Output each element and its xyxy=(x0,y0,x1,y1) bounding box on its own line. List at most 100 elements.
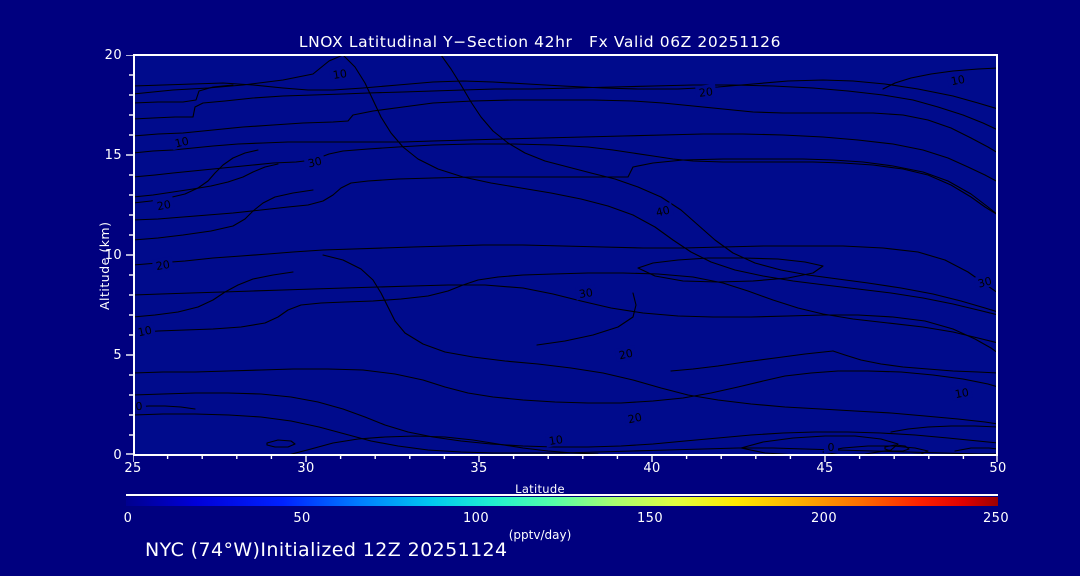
contour-label: 10 xyxy=(133,322,156,340)
svg-text:10: 10 xyxy=(548,433,564,448)
contour-labels-group: 10 20 10 10 30 20 40 20 30 30 10 20 10 0… xyxy=(133,65,996,454)
svg-text:30: 30 xyxy=(976,274,993,290)
y-tick-label-10: 10 xyxy=(104,248,122,263)
svg-text:20: 20 xyxy=(156,198,172,213)
contour-path xyxy=(890,425,998,433)
x-tick-label-25: 25 xyxy=(124,461,142,476)
contour-label: 40 xyxy=(651,201,674,220)
y-tick-label-20: 20 xyxy=(104,48,122,63)
contour-path xyxy=(440,55,998,313)
colorbar-units-label: (pptv/day) xyxy=(508,528,572,542)
contour-path xyxy=(266,439,296,448)
contour-path xyxy=(133,143,998,216)
contour-path xyxy=(536,292,637,346)
x-tick-label-30: 30 xyxy=(297,461,315,476)
contour-lines: 10 20 10 10 30 20 40 20 30 30 10 20 10 0… xyxy=(133,55,998,455)
x-axis-ticks xyxy=(133,455,998,462)
footer-caption: NYC (74°W)Initialized 12Z 20251124 xyxy=(145,539,508,561)
contour-path xyxy=(133,79,998,110)
contour-path xyxy=(133,368,998,404)
contour-path xyxy=(133,189,314,241)
contour-label: 30 xyxy=(303,152,326,171)
contour-label: 10 xyxy=(950,384,973,401)
contour-path xyxy=(133,99,998,154)
contour-label: 30 xyxy=(973,272,996,291)
contour-label: 20 xyxy=(151,256,174,273)
contour-path xyxy=(133,133,998,183)
svg-text:20: 20 xyxy=(627,411,643,427)
plot-area: 10 20 10 10 30 20 40 20 30 30 10 20 10 0… xyxy=(126,54,998,462)
contour-path xyxy=(740,435,899,455)
contour-label: 20 xyxy=(152,196,175,213)
colorbar-top-rule xyxy=(126,494,998,496)
colorbar-tick-250: 250 xyxy=(982,511,1009,526)
x-tick-label-40: 40 xyxy=(643,461,661,476)
contour-path xyxy=(133,244,998,294)
contour-path xyxy=(322,254,998,425)
svg-text:10: 10 xyxy=(954,386,970,401)
contour-path xyxy=(133,413,998,455)
svg-text:20: 20 xyxy=(698,85,713,100)
contour-path xyxy=(133,55,344,95)
svg-text:10: 10 xyxy=(137,324,153,340)
contour-path xyxy=(822,445,929,455)
contour-label: 20 xyxy=(623,409,646,427)
svg-text:20: 20 xyxy=(155,258,171,273)
contour-label: 20 xyxy=(695,83,717,100)
colorbar-tick-200: 200 xyxy=(810,511,837,526)
svg-text:10: 10 xyxy=(332,67,348,82)
svg-text:30: 30 xyxy=(578,286,594,301)
svg-text:20: 20 xyxy=(618,347,634,363)
contour-label: 0 xyxy=(133,398,147,413)
colorbar-tick-150: 150 xyxy=(636,511,663,526)
svg-text:30: 30 xyxy=(307,155,324,171)
contour-path xyxy=(133,163,279,198)
contour-path xyxy=(133,84,998,131)
y-axis-ticks xyxy=(126,55,133,455)
contour-path xyxy=(954,447,998,452)
svg-text:10: 10 xyxy=(174,135,191,151)
colorbar-tick-100: 100 xyxy=(462,511,489,526)
y-axis-title: Altitude (km) xyxy=(97,221,112,311)
x-axis-title: Latitude xyxy=(515,482,565,496)
colorbar xyxy=(126,497,998,506)
contour-path xyxy=(884,444,910,452)
contour-path xyxy=(637,257,824,283)
contour-label: 30 xyxy=(574,284,597,301)
contour-path xyxy=(832,350,998,374)
y-tick-label-5: 5 xyxy=(113,348,122,363)
colorbar-tick-0: 0 xyxy=(123,511,133,526)
contour-label: 10 xyxy=(544,431,567,448)
chart-title: LNOX Latitudinal Y−Section 42hr Fx Valid… xyxy=(298,33,782,51)
plot-frame-left xyxy=(133,55,135,455)
contour-path xyxy=(133,271,294,318)
contour-path xyxy=(287,435,599,455)
contour-label: 20 xyxy=(614,345,637,363)
plot-frame-right xyxy=(996,55,998,455)
contour-path xyxy=(133,272,998,344)
x-tick-label-35: 35 xyxy=(470,461,488,476)
y-tick-label-15: 15 xyxy=(104,148,122,163)
plot-background xyxy=(133,55,998,455)
contour-path xyxy=(133,158,998,221)
x-tick-label-45: 45 xyxy=(816,461,834,476)
svg-text:0: 0 xyxy=(135,400,143,413)
contour-label: 0 xyxy=(824,440,838,454)
contour-path xyxy=(342,55,998,316)
contour-path xyxy=(670,350,834,372)
contour-path xyxy=(133,392,998,448)
svg-text:40: 40 xyxy=(655,204,672,220)
svg-text:10: 10 xyxy=(950,73,966,88)
colorbar-tick-50: 50 xyxy=(293,511,311,526)
svg-text:0: 0 xyxy=(828,441,835,454)
contour-label: 10 xyxy=(946,71,969,88)
contour-path xyxy=(882,67,998,90)
contour-label: 10 xyxy=(328,65,351,82)
contour-label: 10 xyxy=(170,132,193,151)
contour-path xyxy=(133,84,234,104)
y-tick-label-0: 0 xyxy=(113,448,122,463)
contour-path xyxy=(133,284,998,354)
x-tick-label-50: 50 xyxy=(989,461,1007,476)
plot-frame-bottom xyxy=(133,454,998,456)
